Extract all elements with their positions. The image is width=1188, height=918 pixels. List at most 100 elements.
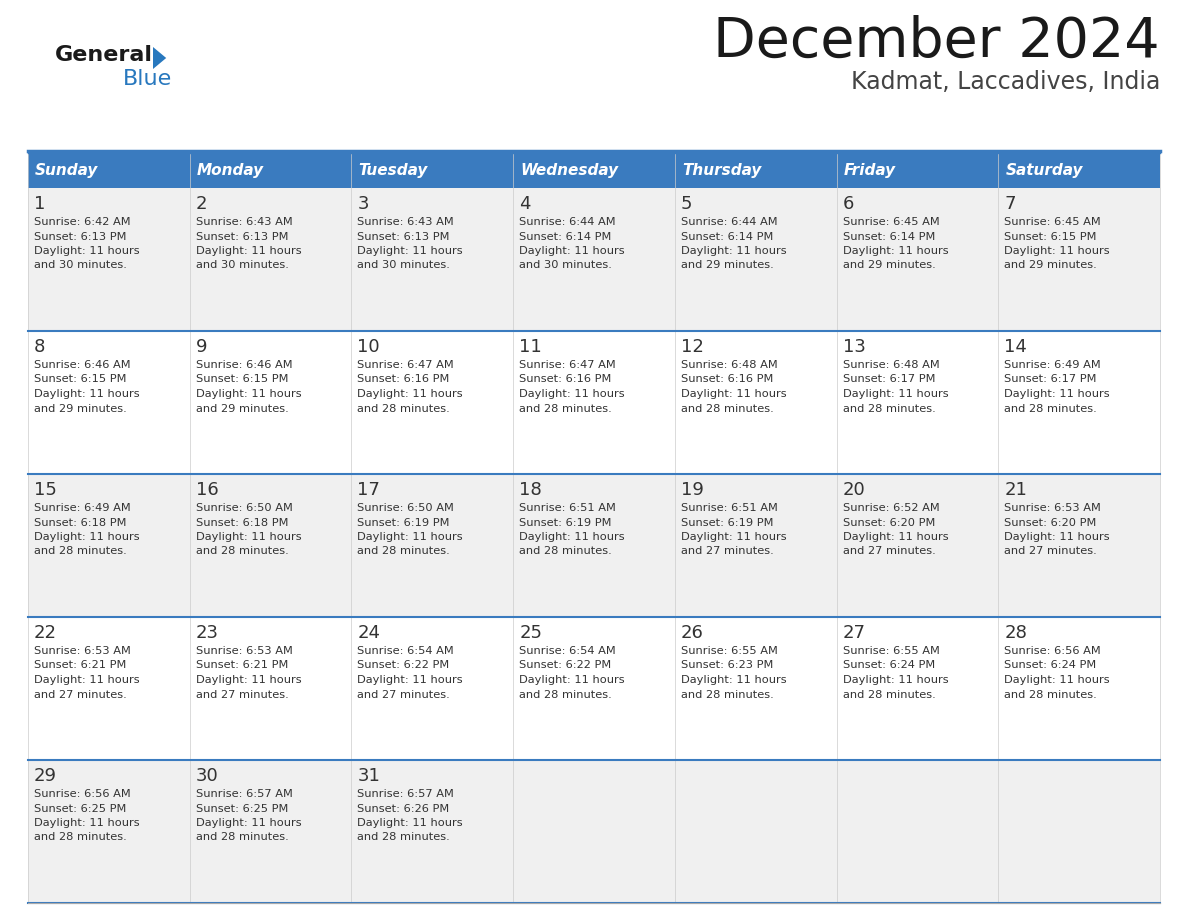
Text: Daylight: 11 hours: Daylight: 11 hours: [519, 532, 625, 542]
Text: Daylight: 11 hours: Daylight: 11 hours: [196, 675, 302, 685]
Text: Daylight: 11 hours: Daylight: 11 hours: [196, 532, 302, 542]
Text: Sunrise: 6:44 AM: Sunrise: 6:44 AM: [519, 217, 615, 227]
Text: Sunset: 6:22 PM: Sunset: 6:22 PM: [358, 660, 450, 670]
Text: 14: 14: [1004, 338, 1028, 356]
Text: Sunrise: 6:43 AM: Sunrise: 6:43 AM: [196, 217, 292, 227]
Text: and 28 minutes.: and 28 minutes.: [358, 546, 450, 556]
Text: Sunset: 6:22 PM: Sunset: 6:22 PM: [519, 660, 612, 670]
Text: Daylight: 11 hours: Daylight: 11 hours: [842, 246, 948, 256]
Text: Sunset: 6:18 PM: Sunset: 6:18 PM: [196, 518, 289, 528]
Bar: [998, 153, 1159, 188]
Text: 4: 4: [519, 195, 531, 213]
Text: and 29 minutes.: and 29 minutes.: [34, 404, 127, 413]
Bar: [29, 188, 1159, 331]
Text: Daylight: 11 hours: Daylight: 11 hours: [842, 532, 948, 542]
Text: Sunrise: 6:44 AM: Sunrise: 6:44 AM: [681, 217, 777, 227]
Text: Daylight: 11 hours: Daylight: 11 hours: [1004, 675, 1110, 685]
Text: Sunrise: 6:52 AM: Sunrise: 6:52 AM: [842, 503, 940, 513]
Text: 12: 12: [681, 338, 703, 356]
Text: 7: 7: [1004, 195, 1016, 213]
Text: and 28 minutes.: and 28 minutes.: [842, 404, 935, 413]
Text: Monday: Monday: [197, 163, 264, 178]
Text: Sunset: 6:15 PM: Sunset: 6:15 PM: [1004, 231, 1097, 241]
Text: Sunset: 6:25 PM: Sunset: 6:25 PM: [34, 803, 126, 813]
Text: Sunrise: 6:54 AM: Sunrise: 6:54 AM: [519, 646, 615, 656]
Text: Friday: Friday: [843, 163, 896, 178]
Text: Sunset: 6:13 PM: Sunset: 6:13 PM: [34, 231, 126, 241]
Text: and 27 minutes.: and 27 minutes.: [358, 689, 450, 700]
Text: and 29 minutes.: and 29 minutes.: [1004, 261, 1097, 271]
Text: 19: 19: [681, 481, 703, 499]
Text: Sunrise: 6:46 AM: Sunrise: 6:46 AM: [196, 360, 292, 370]
Text: Daylight: 11 hours: Daylight: 11 hours: [196, 246, 302, 256]
Text: Sunrise: 6:54 AM: Sunrise: 6:54 AM: [358, 646, 454, 656]
Bar: [190, 153, 352, 188]
Text: Sunrise: 6:57 AM: Sunrise: 6:57 AM: [196, 789, 292, 799]
Text: and 28 minutes.: and 28 minutes.: [196, 546, 289, 556]
Text: Kadmat, Laccadives, India: Kadmat, Laccadives, India: [851, 70, 1159, 94]
Text: Sunset: 6:24 PM: Sunset: 6:24 PM: [842, 660, 935, 670]
Text: and 30 minutes.: and 30 minutes.: [34, 261, 127, 271]
Text: Sunrise: 6:48 AM: Sunrise: 6:48 AM: [681, 360, 778, 370]
Text: Daylight: 11 hours: Daylight: 11 hours: [34, 246, 140, 256]
Text: 15: 15: [34, 481, 57, 499]
Text: Sunrise: 6:46 AM: Sunrise: 6:46 AM: [34, 360, 131, 370]
Text: Sunset: 6:21 PM: Sunset: 6:21 PM: [196, 660, 287, 670]
Text: 26: 26: [681, 624, 703, 642]
Bar: [29, 617, 1159, 760]
Text: and 28 minutes.: and 28 minutes.: [358, 404, 450, 413]
Text: Daylight: 11 hours: Daylight: 11 hours: [358, 675, 463, 685]
Text: Sunrise: 6:51 AM: Sunrise: 6:51 AM: [681, 503, 778, 513]
Text: Sunrise: 6:48 AM: Sunrise: 6:48 AM: [842, 360, 940, 370]
Text: Daylight: 11 hours: Daylight: 11 hours: [842, 675, 948, 685]
Text: Saturday: Saturday: [1005, 163, 1082, 178]
Text: Daylight: 11 hours: Daylight: 11 hours: [1004, 246, 1110, 256]
Text: December 2024: December 2024: [713, 15, 1159, 69]
Text: Sunrise: 6:47 AM: Sunrise: 6:47 AM: [519, 360, 615, 370]
Text: 28: 28: [1004, 624, 1028, 642]
Text: Daylight: 11 hours: Daylight: 11 hours: [358, 818, 463, 828]
Text: 6: 6: [842, 195, 854, 213]
Text: Daylight: 11 hours: Daylight: 11 hours: [681, 675, 786, 685]
Text: Sunset: 6:23 PM: Sunset: 6:23 PM: [681, 660, 773, 670]
Text: Daylight: 11 hours: Daylight: 11 hours: [681, 389, 786, 399]
Text: 10: 10: [358, 338, 380, 356]
Text: Sunset: 6:14 PM: Sunset: 6:14 PM: [681, 231, 773, 241]
Text: and 28 minutes.: and 28 minutes.: [1004, 689, 1097, 700]
Text: 5: 5: [681, 195, 693, 213]
Text: Sunrise: 6:56 AM: Sunrise: 6:56 AM: [1004, 646, 1101, 656]
Text: and 30 minutes.: and 30 minutes.: [196, 261, 289, 271]
Text: Daylight: 11 hours: Daylight: 11 hours: [34, 818, 140, 828]
Text: 29: 29: [34, 767, 57, 785]
Text: Sunrise: 6:50 AM: Sunrise: 6:50 AM: [358, 503, 454, 513]
Text: 8: 8: [34, 338, 45, 356]
Text: and 29 minutes.: and 29 minutes.: [681, 261, 773, 271]
Text: Sunrise: 6:47 AM: Sunrise: 6:47 AM: [358, 360, 454, 370]
Text: Sunset: 6:24 PM: Sunset: 6:24 PM: [1004, 660, 1097, 670]
Text: Sunrise: 6:49 AM: Sunrise: 6:49 AM: [34, 503, 131, 513]
Text: Daylight: 11 hours: Daylight: 11 hours: [519, 389, 625, 399]
Text: and 27 minutes.: and 27 minutes.: [1004, 546, 1097, 556]
Text: Sunday: Sunday: [34, 163, 99, 178]
Text: Sunset: 6:21 PM: Sunset: 6:21 PM: [34, 660, 126, 670]
Text: 13: 13: [842, 338, 865, 356]
Text: Daylight: 11 hours: Daylight: 11 hours: [519, 246, 625, 256]
Text: and 27 minutes.: and 27 minutes.: [196, 689, 289, 700]
Text: 31: 31: [358, 767, 380, 785]
Text: Sunrise: 6:57 AM: Sunrise: 6:57 AM: [358, 789, 454, 799]
Text: Sunrise: 6:56 AM: Sunrise: 6:56 AM: [34, 789, 131, 799]
Text: Sunrise: 6:50 AM: Sunrise: 6:50 AM: [196, 503, 292, 513]
Text: and 29 minutes.: and 29 minutes.: [842, 261, 935, 271]
Text: 21: 21: [1004, 481, 1028, 499]
Text: Sunrise: 6:53 AM: Sunrise: 6:53 AM: [1004, 503, 1101, 513]
Text: and 28 minutes.: and 28 minutes.: [34, 833, 127, 843]
Text: and 28 minutes.: and 28 minutes.: [681, 689, 773, 700]
Bar: [29, 153, 190, 188]
Text: 25: 25: [519, 624, 542, 642]
Text: Sunset: 6:26 PM: Sunset: 6:26 PM: [358, 803, 450, 813]
Text: Sunrise: 6:55 AM: Sunrise: 6:55 AM: [681, 646, 778, 656]
Text: Sunset: 6:19 PM: Sunset: 6:19 PM: [681, 518, 773, 528]
Text: Sunrise: 6:43 AM: Sunrise: 6:43 AM: [358, 217, 454, 227]
Text: Sunset: 6:20 PM: Sunset: 6:20 PM: [1004, 518, 1097, 528]
Text: Sunset: 6:16 PM: Sunset: 6:16 PM: [519, 375, 612, 385]
